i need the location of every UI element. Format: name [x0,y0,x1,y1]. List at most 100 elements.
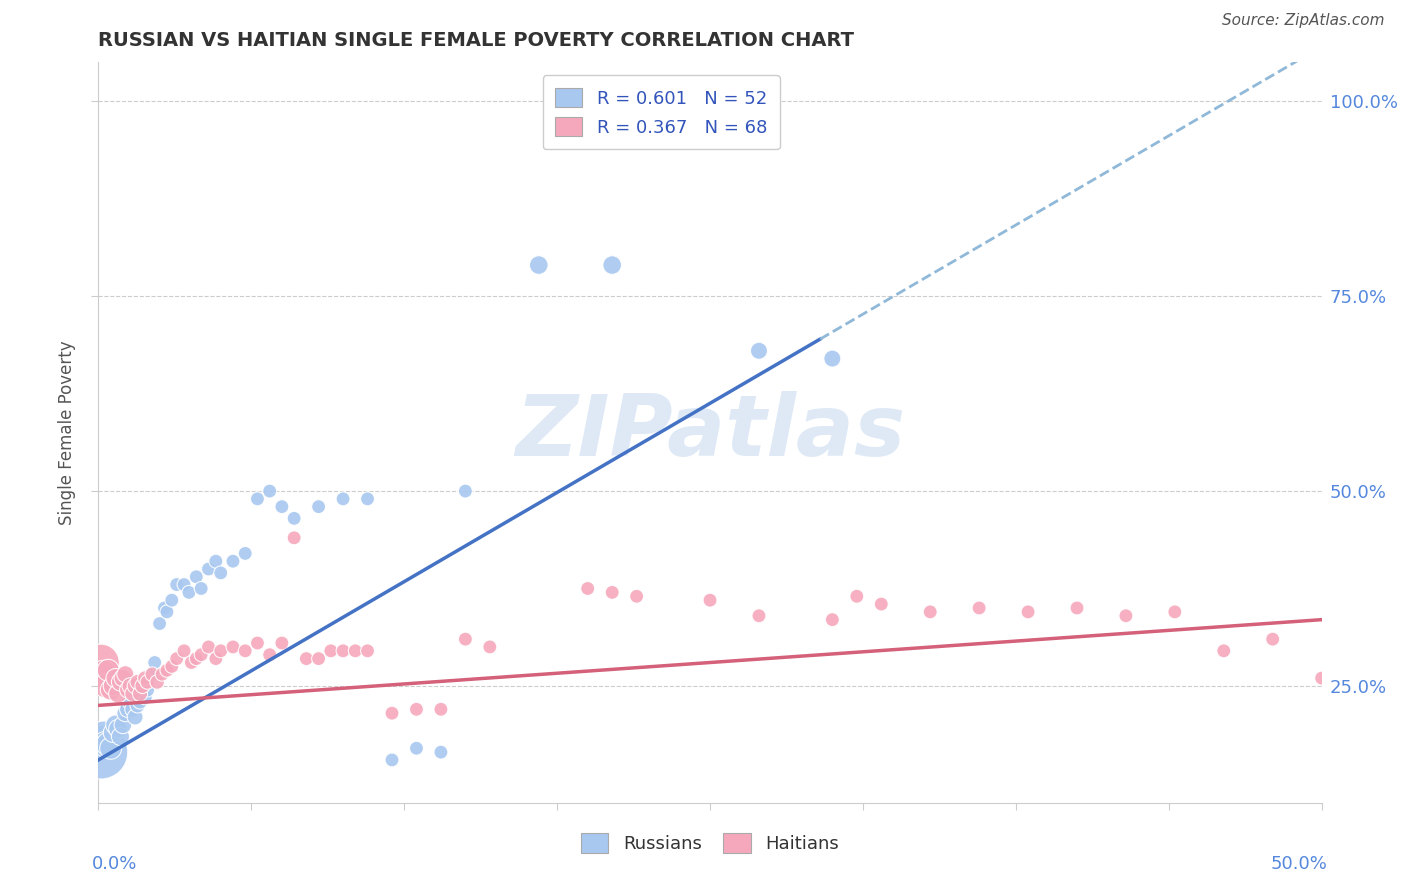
Point [233,644,256,658]
Point [186,570,208,584]
Point [197,640,219,654]
Point [127,698,149,713]
Point [101,679,124,693]
Point [821,351,844,366]
Point [283,531,305,545]
Point [870,597,893,611]
Point [920,605,942,619]
Point [205,651,228,665]
Point [1360,605,1382,619]
Point [308,500,330,514]
Point [1212,644,1234,658]
Point [1017,605,1039,619]
Point [295,651,318,665]
Point [332,644,354,658]
Point [150,667,173,681]
Point [332,491,354,506]
Point [283,511,305,525]
Point [90,745,112,759]
Point [478,640,501,654]
Point [90,656,112,670]
Point [129,694,152,708]
Point [141,667,163,681]
Point [205,554,228,568]
Point [100,741,122,756]
Point [699,593,721,607]
Point [127,675,149,690]
Point [160,659,183,673]
Point [527,258,550,272]
Point [97,737,120,751]
Text: 50.0%: 50.0% [1271,855,1327,872]
Point [107,722,129,736]
Point [190,582,212,596]
Point [430,745,453,759]
Point [259,648,281,662]
Point [246,636,269,650]
Point [91,667,114,681]
Point [600,258,623,272]
Point [160,593,183,607]
Point [120,694,142,708]
Point [405,702,427,716]
Point [600,585,623,599]
Point [136,675,159,690]
Point [1310,671,1333,685]
Text: 0.0%: 0.0% [93,855,138,872]
Text: ZIPatlas: ZIPatlas [515,391,905,475]
Point [246,491,269,506]
Point [166,651,188,665]
Point [166,577,188,591]
Point [1115,608,1137,623]
Point [94,679,117,693]
Point [129,687,152,701]
Point [209,644,232,658]
Point [121,702,143,716]
Point [124,679,146,693]
Point [156,605,179,619]
Point [270,500,294,514]
Point [405,741,427,756]
Point [186,651,208,665]
Y-axis label: Single Female Poverty: Single Female Poverty [58,341,76,524]
Point [91,730,114,744]
Point [146,675,169,690]
Point [131,687,153,701]
Point [222,554,245,568]
Point [100,682,122,697]
Point [114,667,136,681]
Point [101,725,124,739]
Point [111,718,134,732]
Point [381,706,404,721]
Point [143,656,166,670]
Point [259,484,281,499]
Text: RUSSIAN VS HAITIAN SINGLE FEMALE POVERTY CORRELATION CHART: RUSSIAN VS HAITIAN SINGLE FEMALE POVERTY… [98,30,855,50]
Point [209,566,232,580]
Point [153,601,176,615]
Point [967,601,990,615]
Text: Source: ZipAtlas.com: Source: ZipAtlas.com [1222,13,1385,29]
Point [124,710,146,724]
Point [120,679,142,693]
Point [149,616,172,631]
Point [94,737,117,751]
Point [748,343,770,358]
Point [104,718,127,732]
Point [136,682,159,697]
Point [117,702,139,716]
Point [356,644,378,658]
Point [139,671,162,685]
Point [233,546,256,560]
Point [190,648,212,662]
Point [97,663,120,677]
Point [430,702,453,716]
Point [177,585,200,599]
Point [111,671,134,685]
Point [748,608,770,623]
Point [156,663,179,677]
Point [110,730,132,744]
Point [319,644,342,658]
Point [117,682,139,697]
Point [131,679,153,693]
Point [134,671,156,685]
